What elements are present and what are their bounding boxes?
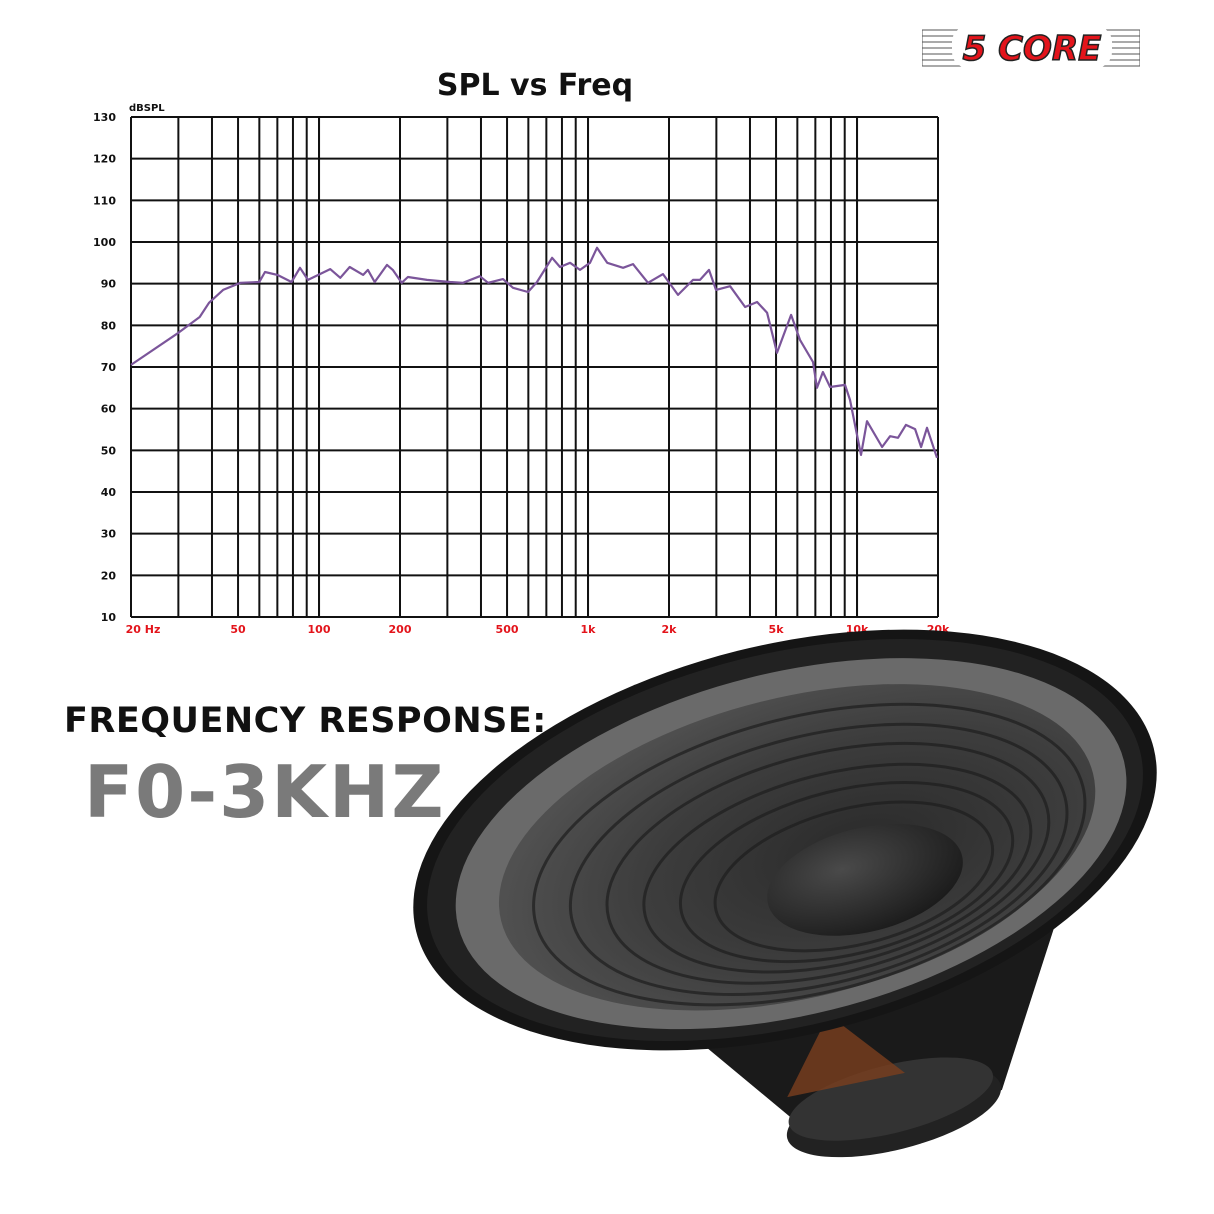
y-tick-label: 30 [101, 528, 117, 541]
y-tick-label: 90 [101, 278, 117, 291]
x-tick-label: 500 [496, 623, 519, 636]
spl-curve [130, 246, 939, 459]
frequency-response-label: FREQUENCY RESPONSE: [64, 701, 547, 741]
y-tick-label: 60 [101, 403, 117, 416]
frequency-response-value: F0-3KHZ [84, 750, 446, 834]
brand-logo: 5 CORE [922, 26, 1140, 70]
y-tick-label: 110 [93, 194, 116, 207]
y-tick-label: 10 [101, 611, 117, 624]
x-tick-label: 50 [230, 623, 246, 636]
x-tick-label: 2k [662, 623, 678, 636]
y-tick-label: 40 [101, 486, 117, 499]
y-axis-label: dBSPL [129, 103, 165, 114]
chart-title: SPL vs Freq [436, 68, 634, 103]
y-tick-label: 70 [101, 361, 117, 374]
logo-text: 5 CORE [963, 29, 1102, 69]
x-tick-label: 20 Hz [126, 623, 161, 636]
x-tick-label: 200 [389, 623, 412, 636]
x-tick-label: 1k [581, 623, 597, 636]
y-tick-label: 100 [93, 236, 116, 249]
spl-chart: dBSPL 130 120 110 100 90 80 70 60 50 40 30 20 10 20 … [93, 103, 950, 636]
grid [130, 116, 939, 618]
y-tick-label: 130 [93, 111, 116, 124]
y-tick-label: 120 [93, 153, 116, 166]
y-tick-label: 50 [101, 444, 117, 457]
y-tick-label: 80 [101, 319, 117, 332]
x-tick-label: 100 [308, 623, 331, 636]
x-tick-label: 5k [769, 623, 785, 636]
y-tick-label: 20 [101, 569, 117, 582]
